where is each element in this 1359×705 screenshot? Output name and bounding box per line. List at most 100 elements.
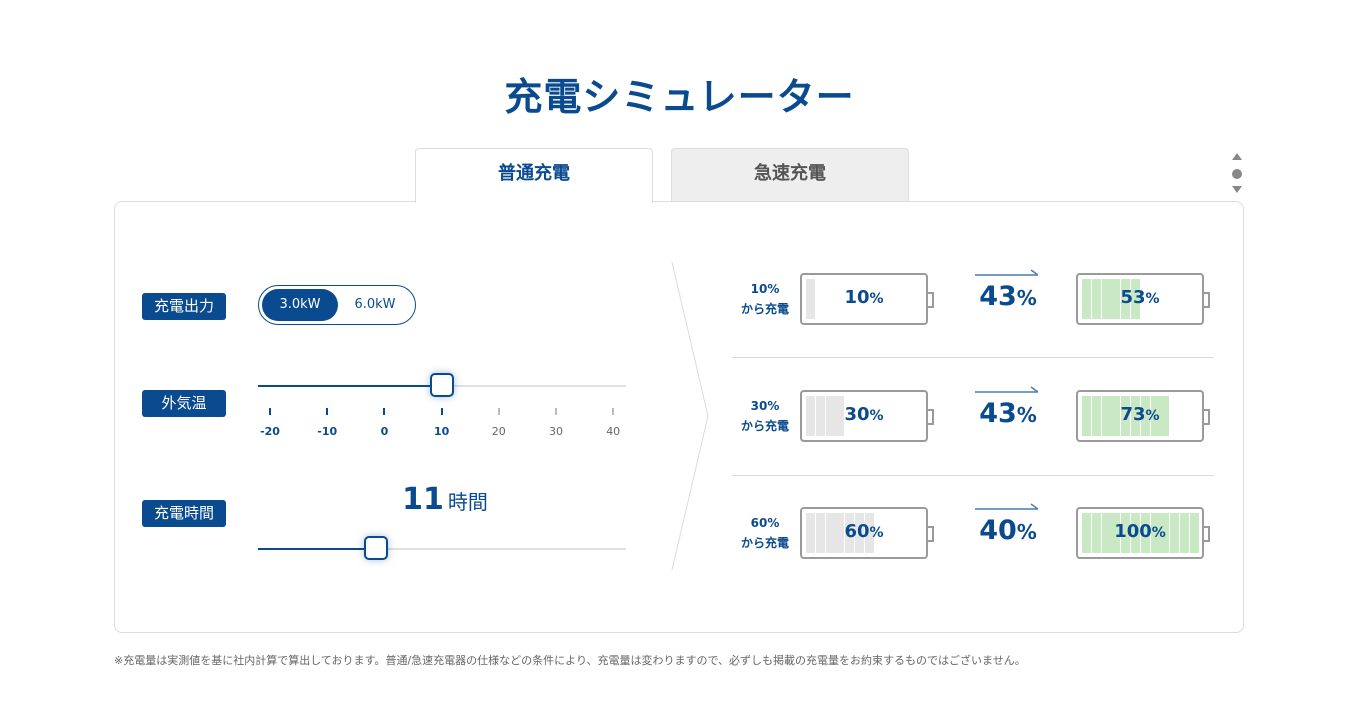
temperature-tick-label: 40	[606, 425, 621, 438]
temperature-tick-mark	[383, 408, 386, 415]
result-divider	[732, 357, 1214, 358]
result-gain-percent-sign: %	[1016, 403, 1037, 427]
battery-cell	[1091, 513, 1101, 553]
battery-cell	[1121, 396, 1131, 436]
battery-terminal	[928, 526, 934, 542]
temperature-slider-thumb[interactable]	[429, 373, 454, 397]
battery-percent: 30%	[802, 404, 926, 425]
temperature-tick-label: -20	[260, 425, 280, 438]
battery-cell	[1131, 279, 1140, 319]
result-start-label: 30% から充電	[730, 396, 800, 436]
battery-cell	[1111, 513, 1121, 553]
battery-cell	[1111, 279, 1121, 319]
battery-cell	[1140, 396, 1150, 436]
charge-time-label: 充電時間	[142, 500, 226, 527]
battery-cell	[855, 513, 864, 553]
result-gain-number: 40	[979, 515, 1017, 546]
battery-percent-value: 53	[1120, 287, 1146, 308]
output-option-6kw[interactable]: 6.0kW	[354, 297, 396, 312]
battery-terminal	[1204, 409, 1210, 425]
temperature-tick-mark	[612, 408, 615, 415]
start-battery: 30%	[800, 390, 934, 442]
battery-terminal	[928, 409, 934, 425]
battery-cell	[1131, 396, 1140, 436]
temperature-tick-label: 10	[433, 425, 450, 438]
temperature-tick-mark	[269, 408, 271, 415]
battery-cell	[1101, 396, 1111, 436]
result-gain: 43%	[972, 269, 1044, 319]
battery-cell	[835, 513, 845, 553]
battery-percent-value: 73	[1120, 404, 1146, 425]
result-divider	[732, 475, 1214, 476]
battery-cell	[1150, 513, 1160, 553]
battery-cell	[1082, 396, 1091, 436]
battery-cell	[1101, 513, 1111, 553]
battery-percent: 53%	[1078, 287, 1202, 308]
battery-cells	[1082, 513, 1199, 553]
battery-cell	[1140, 513, 1150, 553]
result-gain-percent-sign: %	[1016, 520, 1037, 544]
arrow-right-icon	[975, 503, 1038, 510]
battery-cell	[1082, 279, 1091, 319]
temperature-tick-label: 20	[491, 425, 506, 438]
battery-terminal	[928, 292, 934, 308]
battery-cell	[1082, 513, 1091, 553]
result-start-label: 60% から充電	[730, 513, 800, 553]
battery-cells	[806, 279, 922, 319]
battery-percent-value: 10	[844, 287, 870, 308]
result-gain: 40%	[972, 503, 1044, 553]
battery-cell	[1180, 513, 1189, 553]
battery-cell	[1189, 513, 1199, 553]
temperature-slider-fill	[258, 385, 442, 387]
battery-cell	[1121, 513, 1131, 553]
battery-cell	[1160, 396, 1170, 436]
battery-percent-sign: %	[869, 408, 884, 424]
temperature-slider[interactable]	[258, 373, 626, 397]
result-gain: 43%	[972, 386, 1044, 436]
output-toggle[interactable]: 3.0kW 6.0kW	[258, 285, 416, 325]
disclaimer-note: ※充電量は実測値を基に社内計算で算出しております。普通/急速充電器の仕様などの条…	[114, 654, 1026, 667]
scroll-dot-icon[interactable]	[1232, 169, 1242, 179]
end-battery: 100%	[1076, 507, 1210, 559]
end-battery: 73%	[1076, 390, 1210, 442]
battery-cell	[815, 513, 825, 553]
start-battery: 10%	[800, 273, 934, 325]
battery-cell	[815, 396, 825, 436]
battery-cell	[1111, 396, 1121, 436]
temperature-tick-mark	[440, 408, 443, 415]
tab-quick-charge[interactable]: 急速充電	[671, 148, 909, 202]
battery-percent-sign: %	[869, 525, 884, 541]
output-option-3kw[interactable]: 3.0kW	[262, 289, 338, 321]
battery-cells	[806, 513, 922, 553]
battery-cell	[835, 396, 845, 436]
result-start-percent: 10%	[750, 282, 780, 296]
result-start-text: から充電	[740, 419, 789, 433]
charge-time-unit: 時間	[447, 490, 488, 514]
charge-time-slider[interactable]	[258, 536, 626, 560]
scroll-up-icon[interactable]	[1232, 153, 1242, 160]
battery-percent-sign: %	[869, 291, 884, 307]
battery-cell	[806, 513, 815, 553]
battery-percent-value: 30	[844, 404, 870, 425]
battery-cell	[825, 396, 835, 436]
result-gain-value: 43%	[972, 281, 1044, 312]
battery-cells	[1082, 279, 1198, 319]
page-scroll-control[interactable]	[1230, 153, 1244, 197]
charge-time-slider-thumb[interactable]	[363, 536, 388, 560]
result-start-text: から充電	[740, 536, 789, 550]
battery-cell	[1091, 396, 1101, 436]
battery-terminal	[1204, 292, 1210, 308]
battery-cell	[806, 396, 815, 436]
battery-percent: 100%	[1078, 521, 1202, 542]
scroll-down-icon[interactable]	[1232, 186, 1242, 193]
charge-time-readout: 11 時間	[380, 482, 510, 517]
battery-cell	[1170, 513, 1180, 553]
battery-percent: 73%	[1078, 404, 1202, 425]
battery-percent-value: 60	[844, 521, 870, 542]
battery-percent-sign: %	[1151, 525, 1166, 541]
end-battery: 53%	[1076, 273, 1210, 325]
tab-normal-charge[interactable]: 普通充電	[415, 148, 653, 203]
battery-cell	[1131, 513, 1140, 553]
battery-percent: 60%	[802, 521, 926, 542]
temperature-tick-mark	[497, 408, 500, 415]
